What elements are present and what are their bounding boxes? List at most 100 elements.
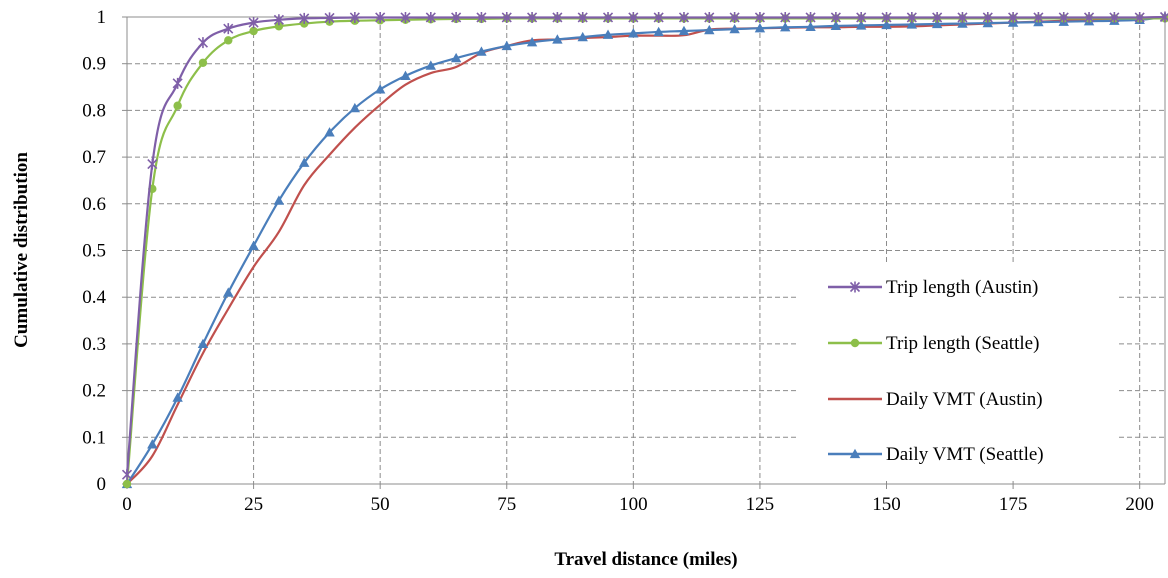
data-point bbox=[501, 40, 512, 51]
x-tick-label: 100 bbox=[619, 494, 648, 515]
data-point bbox=[653, 26, 664, 37]
data-point bbox=[147, 158, 158, 170]
data-point bbox=[932, 11, 943, 23]
x-tick-label: 150 bbox=[872, 494, 901, 515]
y-axis-title: Cumulative distribution bbox=[11, 152, 32, 348]
series-layer bbox=[121, 11, 1168, 489]
data-point bbox=[374, 84, 386, 94]
data-point bbox=[1134, 11, 1145, 23]
legend-swatch-marker bbox=[849, 448, 861, 459]
data-point bbox=[501, 11, 512, 23]
data-point bbox=[425, 60, 437, 70]
x-axis-title: Travel distance (miles) bbox=[554, 549, 737, 570]
legend-swatch-marker bbox=[850, 338, 860, 348]
legend-item: Trip length (Seattle) bbox=[828, 333, 1039, 354]
data-point bbox=[224, 36, 233, 45]
data-point bbox=[248, 240, 259, 250]
data-point bbox=[122, 479, 132, 489]
legend-label: Daily VMT (Austin) bbox=[886, 389, 1043, 410]
data-point bbox=[856, 11, 867, 23]
legend-label: Trip length (Austin) bbox=[886, 277, 1038, 298]
data-point bbox=[451, 11, 462, 23]
data-point bbox=[400, 70, 411, 81]
x-tick-label: 25 bbox=[244, 494, 263, 515]
y-tick-label: 1 bbox=[97, 7, 107, 28]
x-tick-label: 75 bbox=[497, 494, 516, 515]
data-point bbox=[198, 58, 208, 67]
data-point bbox=[1033, 11, 1044, 23]
data-point bbox=[678, 25, 690, 36]
data-point bbox=[1008, 11, 1019, 23]
data-point bbox=[577, 11, 588, 23]
data-point bbox=[324, 127, 335, 137]
series-trip-length-austin bbox=[121, 11, 1168, 481]
data-point bbox=[274, 22, 284, 31]
data-point bbox=[1058, 11, 1069, 23]
y-tick-label: 0.8 bbox=[82, 100, 106, 121]
data-point bbox=[855, 20, 867, 30]
legend-label: Trip length (Seattle) bbox=[886, 333, 1039, 354]
x-tick-label: 125 bbox=[746, 494, 775, 515]
legend-swatch-marker bbox=[849, 281, 861, 293]
data-point bbox=[173, 101, 182, 110]
data-point bbox=[729, 23, 740, 34]
data-point bbox=[906, 11, 917, 23]
series-daily-vmt-seattle bbox=[121, 11, 1168, 489]
legend-item: Trip length (Austin) bbox=[828, 277, 1038, 298]
data-point bbox=[400, 11, 411, 23]
data-point bbox=[628, 11, 639, 23]
data-point bbox=[299, 12, 310, 24]
data-point bbox=[273, 195, 285, 205]
data-point bbox=[223, 23, 234, 35]
y-tick-label: 0.6 bbox=[82, 194, 106, 215]
data-point bbox=[349, 11, 360, 23]
data-point bbox=[830, 20, 842, 31]
data-point bbox=[729, 11, 740, 23]
data-point bbox=[552, 34, 563, 44]
legend-item: Daily VMT (Seattle) bbox=[828, 444, 1044, 465]
data-point bbox=[476, 11, 487, 23]
data-point bbox=[704, 11, 715, 23]
data-point bbox=[704, 24, 715, 35]
data-point bbox=[628, 28, 639, 38]
data-point bbox=[780, 11, 791, 23]
data-point bbox=[1159, 11, 1168, 23]
data-point bbox=[223, 287, 234, 297]
x-tick-label: 175 bbox=[999, 494, 1028, 515]
y-tick-label: 0.4 bbox=[82, 287, 106, 308]
data-point bbox=[881, 19, 892, 30]
y-tick-label: 0.1 bbox=[82, 427, 106, 448]
data-point bbox=[957, 11, 968, 23]
data-point bbox=[678, 11, 690, 23]
data-point bbox=[906, 19, 918, 29]
data-point bbox=[450, 52, 462, 63]
data-point bbox=[147, 439, 158, 449]
data-point bbox=[121, 469, 133, 481]
legend-box bbox=[797, 262, 1117, 480]
data-point bbox=[881, 11, 892, 23]
data-point bbox=[982, 11, 993, 23]
y-tick-label: 0.7 bbox=[82, 147, 106, 168]
data-point bbox=[780, 22, 791, 32]
y-tick-label: 0 bbox=[97, 474, 107, 495]
data-point bbox=[1109, 11, 1120, 23]
data-point bbox=[249, 26, 258, 36]
data-point bbox=[197, 338, 209, 349]
data-point bbox=[172, 77, 183, 89]
data-point bbox=[577, 31, 588, 42]
x-tick-label: 50 bbox=[371, 494, 390, 515]
data-point bbox=[375, 11, 386, 23]
data-point bbox=[602, 11, 614, 23]
data-point bbox=[526, 37, 538, 47]
data-point bbox=[273, 14, 284, 26]
data-point bbox=[527, 11, 538, 23]
x-tick-label: 0 bbox=[122, 494, 132, 515]
data-point bbox=[552, 11, 563, 23]
data-point bbox=[349, 102, 361, 113]
data-point bbox=[1083, 11, 1095, 23]
x-tick-label: 200 bbox=[1125, 494, 1154, 515]
data-point bbox=[805, 11, 816, 23]
y-tick-label: 0.9 bbox=[82, 54, 106, 75]
data-point bbox=[754, 23, 766, 33]
